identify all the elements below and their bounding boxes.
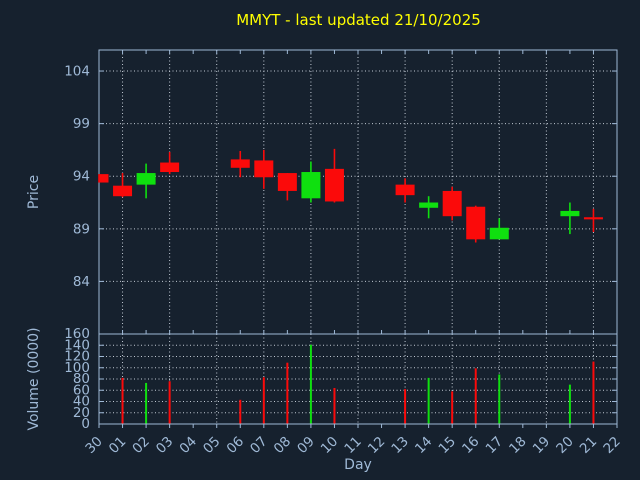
day-tick-label-12: 12 [365,434,388,457]
day-tick-label-19: 19 [530,434,553,457]
candle-body-17 [489,227,509,240]
axis-labels: Price Volume (0000) Day [26,175,372,473]
day-tick-label-07: 07 [247,434,270,457]
candle-body-09 [301,172,321,199]
candlesticks [98,148,603,243]
day-tick-label-05: 05 [200,434,223,457]
candle-body-10 [324,168,344,202]
candle-body-21 [583,217,603,220]
day-tick-label-17: 17 [483,434,506,457]
volume-tick-label-120: 120 [64,349,90,365]
candle-body-16 [466,206,486,240]
volume-tick-label-20: 20 [73,405,90,421]
day-tick-label-15: 15 [436,434,459,457]
day-tick-label-20: 20 [553,434,576,457]
candle-body-13 [395,184,415,196]
candle-body-02 [136,173,156,185]
day-tick-label-02: 02 [129,434,152,457]
price-tick-label-99: 99 [73,116,90,132]
chart-title: MMYT - last updated 21/10/2025 [236,11,481,29]
candle-body-01 [113,185,133,197]
volume-axis-label: Volume (0000) [26,327,42,430]
candle-body-15 [442,190,462,217]
volume-tick-label-80: 80 [73,371,90,387]
candle-body-14 [419,202,439,208]
day-tick-label-08: 08 [271,434,294,457]
day-tick-label-11: 11 [341,434,364,457]
day-tick-label-18: 18 [506,434,529,457]
price-tick-label-89: 89 [73,221,90,237]
price-tick-label-84: 84 [73,274,90,290]
price-tick-label-94: 94 [73,169,90,185]
candle-body-07 [254,160,274,178]
day-tick-label-06: 06 [224,434,247,457]
day-tick-label-09: 09 [294,434,317,457]
gridlines [99,50,617,424]
volume-tick-label-100: 100 [64,360,90,376]
day-tick-label-16: 16 [459,434,482,457]
day-axis-label: Day [344,457,372,473]
day-tick-label-30: 30 [82,434,105,457]
volume-tick-label-40: 40 [73,394,90,410]
volume-bars [121,344,595,424]
volume-tick-label-0: 0 [81,416,90,432]
day-tick-label-14: 14 [412,434,435,457]
day-tick-label-01: 01 [106,434,129,457]
candle-body-08 [277,173,297,191]
volume-tick-label-60: 60 [73,382,90,398]
candle-body-03 [160,162,180,173]
day-tick-label-22: 22 [600,434,623,457]
volume-tick-label-140: 140 [64,337,90,353]
day-tick-label-10: 10 [318,434,341,457]
candle-body-06 [230,159,250,168]
price-tick-label-104: 104 [64,64,90,80]
day-tick-label-03: 03 [153,434,176,457]
price-axis-label: Price [26,175,42,209]
day-tick-label-21: 21 [577,434,600,457]
candle-body-30 [99,174,109,183]
candle-body-20 [560,210,580,217]
day-tick-label-04: 04 [177,434,200,457]
volume-tick-label-160: 160 [64,326,90,342]
day-tick-label-13: 13 [388,434,411,457]
